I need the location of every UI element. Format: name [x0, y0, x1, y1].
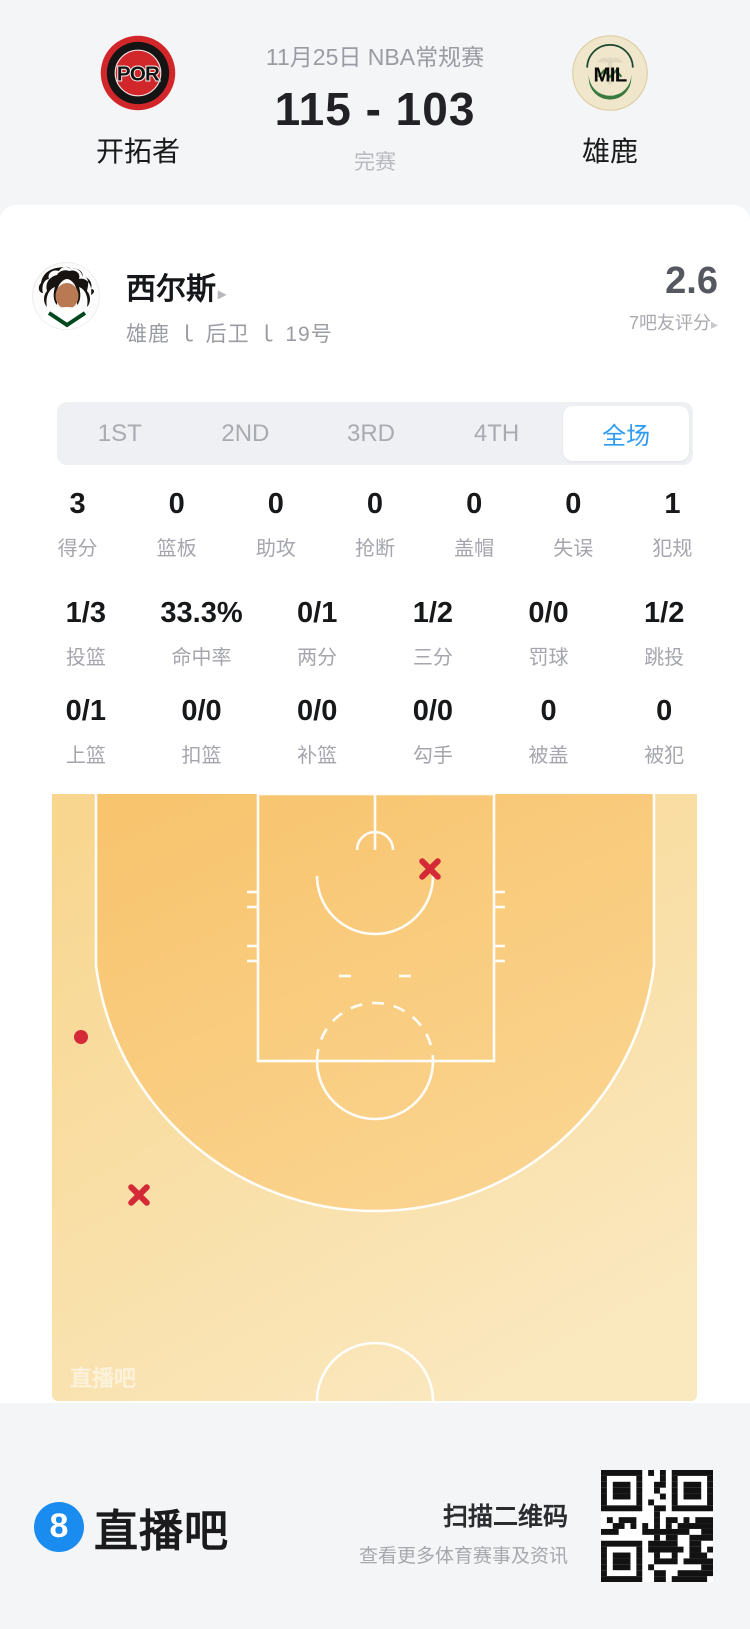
svg-text:8: 8: [50, 1507, 69, 1545]
svg-text:POR: POR: [117, 63, 160, 86]
svg-text:直播吧: 直播吧: [70, 1366, 136, 1391]
svg-text:MIL: MIL: [593, 63, 626, 86]
